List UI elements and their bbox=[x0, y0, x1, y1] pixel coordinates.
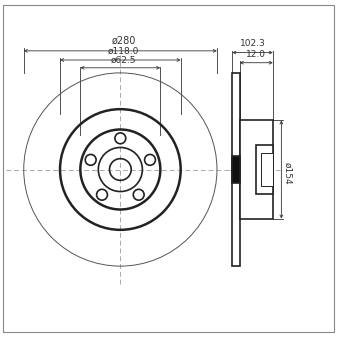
Bar bbox=[256, 145, 273, 194]
Circle shape bbox=[97, 189, 107, 200]
Circle shape bbox=[133, 189, 144, 200]
Bar bbox=[232, 156, 240, 183]
Circle shape bbox=[85, 155, 96, 165]
Bar bbox=[261, 153, 273, 186]
Text: ø154: ø154 bbox=[283, 162, 292, 184]
Circle shape bbox=[144, 155, 155, 165]
Text: 12.0: 12.0 bbox=[246, 50, 266, 59]
Text: ø62.5: ø62.5 bbox=[111, 55, 137, 64]
Text: ø118.0: ø118.0 bbox=[108, 47, 139, 56]
Bar bbox=[240, 120, 273, 219]
Circle shape bbox=[115, 133, 126, 144]
Bar bbox=[232, 73, 240, 266]
Text: 102.3: 102.3 bbox=[240, 39, 265, 48]
Text: ø280: ø280 bbox=[112, 36, 136, 46]
